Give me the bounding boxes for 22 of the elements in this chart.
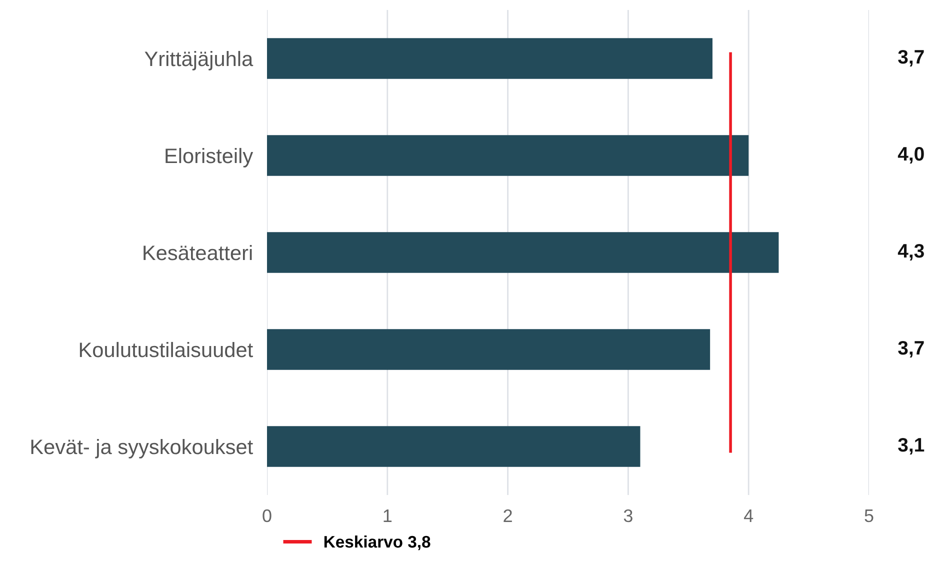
data-label: 3,7	[898, 340, 924, 358]
bar	[267, 426, 640, 467]
x-tick-label: 0	[262, 509, 272, 522]
bar	[267, 329, 710, 370]
y-tick-label: Eloristeily	[166, 148, 254, 168]
x-tick-label: 4	[744, 510, 754, 522]
y-tick-label: Kesäteatteri	[144, 244, 252, 260]
bar	[267, 38, 712, 79]
x-tick-label: 1	[384, 510, 392, 522]
data-label: 4,0	[898, 146, 924, 164]
x-tick-label: 2	[504, 509, 512, 522]
bar	[267, 232, 779, 273]
data-label: 3,1	[898, 438, 924, 455]
y-tick-label: Koulutustilaisuudet	[80, 342, 253, 358]
y-tick-label: Yrittäjäjuhla	[144, 50, 254, 70]
x-tick-label: 3	[624, 509, 632, 522]
legend-label: Keskiarvo 3,8	[324, 535, 430, 550]
x-tick-label: 5	[864, 510, 874, 522]
data-label: 3,7	[898, 50, 924, 67]
bar	[267, 135, 749, 176]
data-label: 4,3	[898, 244, 924, 261]
y-tick-label: Kevät- ja syyskokoukset	[31, 438, 253, 458]
